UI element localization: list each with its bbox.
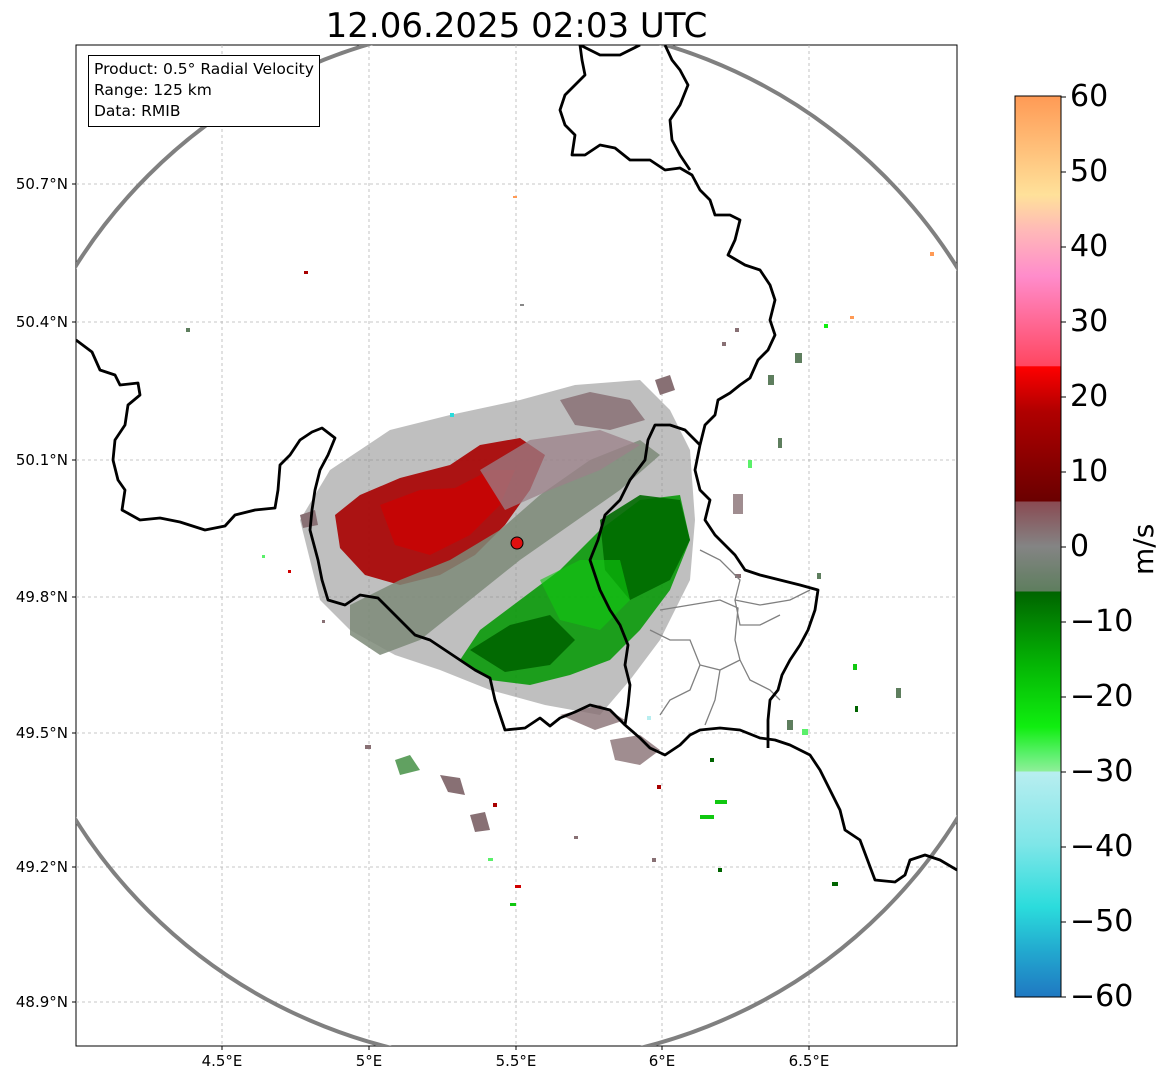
country-borders [76,45,957,884]
colorbar-tick-label: −20 [1070,679,1134,714]
lat-label: 49.2°N [15,858,68,876]
colorbar-tick-label: −40 [1070,829,1134,864]
info-product: Product: 0.5° Radial Velocity [94,60,314,78]
lon-label: 4.5°E [201,1052,243,1070]
colorbar-ticks [1061,96,1066,998]
colorbar-tick-label: 40 [1070,229,1109,264]
lat-label: 48.9°N [15,993,68,1011]
colorbar-label: m/s [1127,523,1160,575]
radar-site-marker [510,536,524,550]
lon-label: 5°E [355,1052,383,1070]
colorbar-tick-label: 60 [1070,79,1109,114]
lon-label: 5.5°E [495,1052,537,1070]
lat-label: 50.4°N [15,313,68,331]
lat-label: 50.1°N [15,451,68,469]
colorbar-tick-label: 10 [1070,454,1109,489]
lat-label: 49.8°N [15,588,68,606]
colorbar-tick-label: −50 [1070,904,1134,939]
lon-label: 6°E [648,1052,676,1070]
lat-label: 50.7°N [15,175,68,193]
region-borders [649,549,811,726]
colorbar-tick-label: −60 [1070,979,1134,1014]
info-range: Range: 125 km [94,81,212,99]
colorbar-tick-label: 30 [1070,304,1109,339]
colorbar-tick-label: 0 [1070,529,1090,564]
colorbar [1014,95,1062,998]
radar-echoes [186,196,934,906]
colorbar-tick-label: −10 [1070,604,1134,639]
info-source: Data: RMIB [94,102,181,120]
lat-label: 49.5°N [15,724,68,742]
lon-label: 6.5°E [788,1052,830,1070]
map-title: 12.06.2025 02:03 UTC [325,6,708,46]
colorbar-tick-label: 20 [1070,379,1109,414]
axis-ticks [72,183,810,1050]
colorbar-tick-label: −30 [1070,754,1134,789]
info-box: Product: 0.5° Radial Velocity Range: 125… [88,55,320,127]
colorbar-tick-label: 50 [1070,154,1109,189]
